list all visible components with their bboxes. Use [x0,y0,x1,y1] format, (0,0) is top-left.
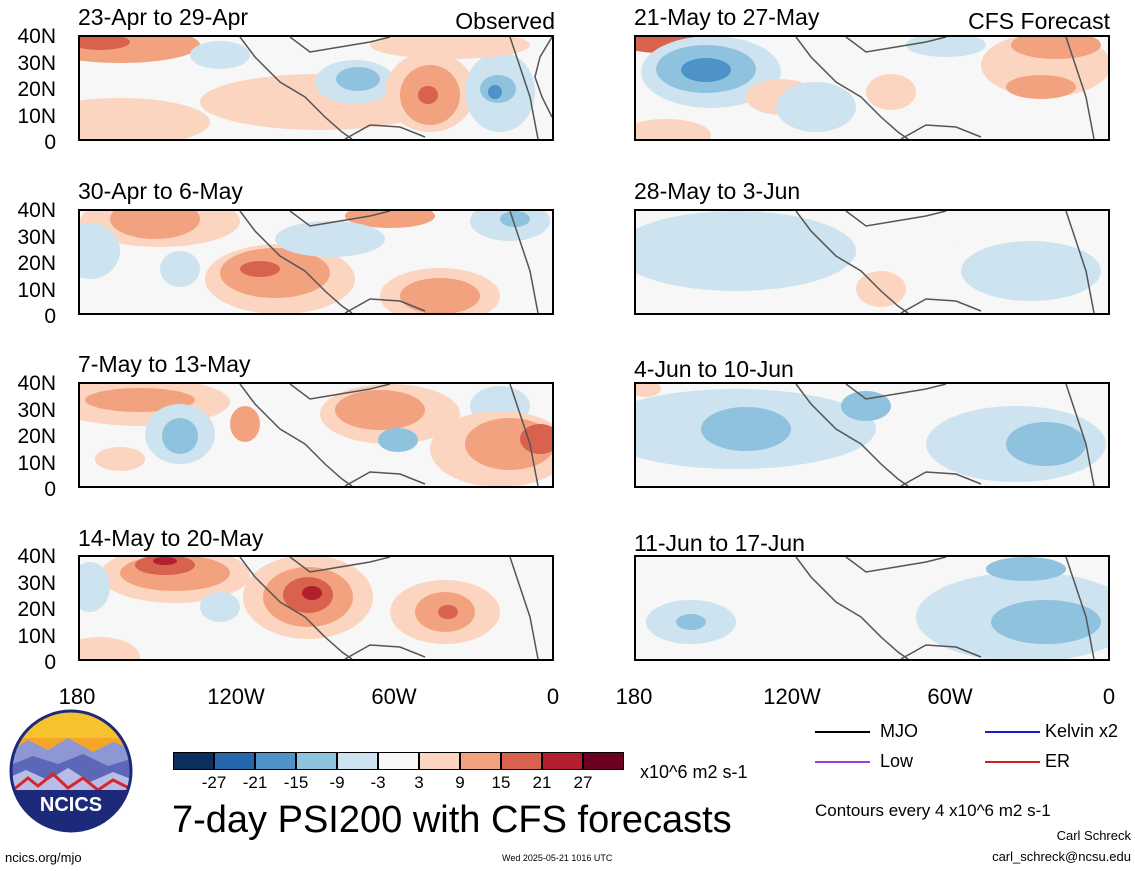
colorbar-label: -21 [242,773,268,792]
ncics-logo: NCICS [8,708,134,834]
colorbar-label: 9 [455,773,465,792]
lon-label: 60W [371,684,417,709]
map-panel-obs-3 [78,382,554,488]
panel-title-fc-3: 4-Jun to 10-Jun [634,356,794,382]
lat-label: 10N [17,105,56,128]
lon-label: 180 [58,684,96,709]
colorbar-units: x10^6 m2 s-1 [640,762,748,782]
colorbar-cell [173,752,214,770]
colorbar-cell [378,752,419,770]
footer-url[interactable]: ncics.org/mjo [5,850,82,865]
lat-label: 0 [44,478,56,501]
colorbar-label: 15 [491,773,511,792]
legend-label-kelvin: Kelvin x2 [1045,721,1119,741]
panel-title-obs-1: 23-Apr to 29-Apr [78,4,249,30]
panel-title-fc-1: 21-May to 27-May [634,4,820,30]
colorbar-cell [501,752,542,770]
colorbar-cell [460,752,501,770]
panel-title-fc-2: 28-May to 3-Jun [634,178,801,204]
lat-label: 20N [17,425,56,448]
colorbar-label: 21 [532,773,552,792]
lat-label: 40N [17,199,56,222]
colorbar-cell [296,752,337,770]
contour-note: Contours every 4 x10^6 m2 s-1 [815,801,1051,820]
lon-label: 0 [1102,684,1116,709]
footer-email[interactable]: carl_schreck@ncsu.edu [992,849,1131,864]
lat-label: 20N [17,598,56,621]
legend-swatch-er [985,761,1040,763]
map-panel-fc-3 [634,382,1110,488]
lat-label: 30N [17,399,56,422]
panel-title-obs-2: 30-Apr to 6-May [78,178,243,204]
legend-swatch-mjo [815,731,870,733]
map-panel-fc-1 [634,35,1110,141]
legend-label-er: ER [1045,751,1071,771]
lon-label: 180 [615,684,653,709]
lat-label: 40N [17,545,56,568]
lon-label: 60W [927,684,973,709]
colorbar-cell [214,752,255,770]
map-panel-obs-2 [78,209,554,315]
logo-text: NCICS [40,794,102,816]
panel-title-obs-3: 7-May to 13-May [78,351,251,377]
lat-label: 30N [17,52,56,75]
colorbar-label: 27 [573,773,593,792]
lat-label: 10N [17,279,56,302]
colorbar-cell [583,752,624,770]
panel-title-fc-4: 11-Jun to 17-Jun [634,530,805,556]
panel-title-obs-4: 14-May to 20-May [78,525,264,551]
lat-label: 20N [17,78,56,101]
colorbar-label: -15 [283,773,309,792]
colorbar-cell [542,752,583,770]
map-panel-obs-1 [78,35,554,141]
map-panel-obs-4 [78,555,554,661]
lat-label: 0 [44,651,56,674]
lat-label: 30N [17,572,56,595]
legend-swatch-kelvin [985,731,1040,733]
lat-label: 30N [17,226,56,249]
colorbar-cell [419,752,460,770]
lat-label: 20N [17,252,56,275]
colorbar-cell [337,752,378,770]
colorbar-label: -9 [329,773,345,792]
panel-tag-cfs-forecast: CFS Forecast [968,8,1110,34]
lat-label: 0 [44,131,56,154]
footer-author: Carl Schreck [1056,828,1131,843]
legend-label-mjo: MJO [880,721,918,741]
colorbar-cell [255,752,296,770]
lon-label: 120W [207,684,265,709]
colorbar-label: 3 [414,773,424,792]
lat-label: 10N [17,625,56,648]
colorbar-label: -27 [201,773,227,792]
legend-swatch-low [815,761,870,763]
lon-label: 0 [546,684,560,709]
lat-label: 40N [17,25,56,48]
legend-label-low: Low [880,751,914,771]
lat-label: 0 [44,305,56,328]
map-panel-fc-4 [634,555,1110,661]
map-panel-fc-2 [634,209,1110,315]
lat-label: 40N [17,372,56,395]
panel-tag-observed: Observed [455,8,555,34]
main-title: 7-day PSI200 with CFS forecasts [172,799,732,841]
lon-label: 120W [763,684,821,709]
lat-label: 10N [17,452,56,475]
colorbar-label: -3 [370,773,386,792]
footer-timestamp: Wed 2025-05-21 1016 UTC [502,853,613,863]
